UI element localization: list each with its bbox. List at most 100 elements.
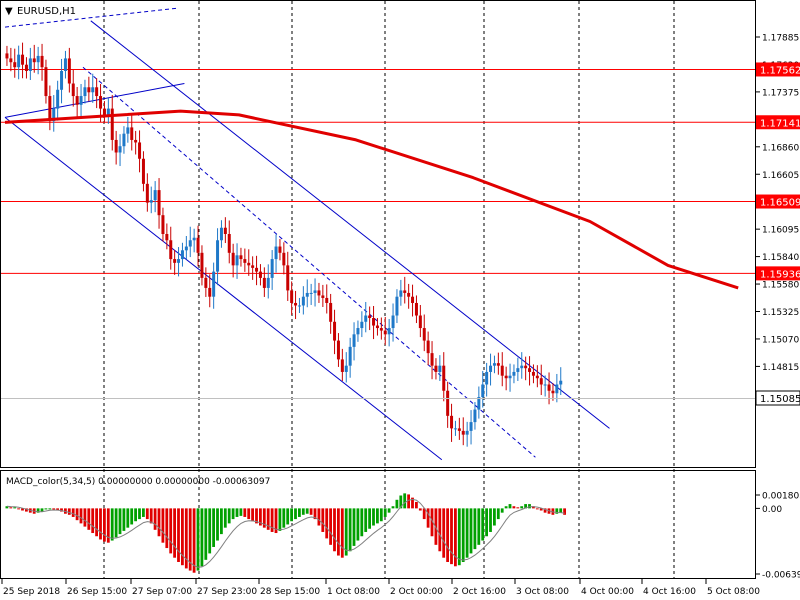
candle-68 [270, 250, 274, 290]
main-panel-frame [0, 0, 756, 468]
candle-body-31 [126, 127, 130, 134]
candle-35 [141, 151, 145, 192]
candle-80 [317, 282, 321, 303]
candle-9 [40, 43, 44, 81]
candle-27 [110, 95, 114, 151]
macd-bar-141 [555, 508, 559, 514]
candle-body-94 [372, 318, 376, 326]
macd-bar-50 [200, 508, 204, 567]
candle-126 [496, 352, 500, 375]
candle-3 [17, 45, 21, 80]
candle-134 [528, 356, 532, 386]
macd-bar-45 [181, 508, 184, 566]
macd-bar-127 [500, 508, 504, 513]
symbol-indicator[interactable]: ▼ [5, 6, 13, 17]
price-tick-label-0: 1.17885 [762, 34, 799, 44]
candle-body-139 [547, 384, 551, 391]
current-price-tag: 1.15085 [755, 390, 800, 406]
candle-body-112 [442, 365, 446, 391]
macd-bar-143 [563, 508, 566, 515]
candle-body-17 [71, 83, 75, 97]
candle-1 [9, 47, 13, 72]
candle-28 [114, 130, 118, 165]
candle-78 [309, 283, 313, 305]
candle-body-113 [446, 390, 450, 416]
macd-bar-116 [457, 508, 461, 566]
macd-bar-112 [442, 508, 446, 558]
candle-92 [364, 301, 368, 333]
macd-bar-23 [95, 508, 98, 537]
macd-bar-34 [138, 508, 141, 520]
candle-body-73 [290, 290, 294, 303]
candle-body-5 [24, 64, 28, 71]
candle-0 [5, 45, 9, 66]
candle-12 [52, 95, 56, 132]
macd-bar-64 [255, 508, 258, 524]
candle-body-89 [352, 334, 356, 347]
candle-body-22 [91, 87, 95, 93]
candle-18 [75, 87, 79, 117]
candle-body-83 [329, 302, 333, 322]
candle-body-131 [516, 368, 520, 372]
price-tick-label-9: 1.15580 [762, 281, 799, 291]
candle-body-84 [333, 321, 337, 341]
macd-bar-136 [535, 508, 539, 510]
resistance-levels [0, 68, 755, 274]
candle-body-129 [508, 375, 512, 379]
candle-body-87 [344, 365, 348, 372]
candle-body-26 [106, 108, 110, 115]
macd-bar-97 [383, 508, 387, 517]
candle-body-25 [102, 108, 106, 115]
candle-body-16 [67, 58, 71, 84]
price-tick-label-4: 1.16860 [762, 143, 799, 153]
candle-body-136 [535, 375, 539, 379]
candle-body-58 [231, 252, 235, 266]
candle-63 [251, 256, 255, 280]
candle-50 [200, 245, 204, 286]
candle-37 [149, 186, 153, 214]
macd-histogram [5, 493, 566, 573]
candle-76 [301, 286, 305, 315]
price-tick-label-11: 1.15070 [762, 335, 799, 345]
candle-22 [91, 73, 95, 103]
candle-100 [395, 289, 399, 324]
macd-bar-129 [508, 504, 512, 509]
level-tag-1 [756, 115, 800, 130]
candle-90 [356, 320, 360, 342]
level-tag-0 [756, 62, 800, 77]
ma-line [4, 109, 739, 290]
candle-body-90 [356, 328, 360, 335]
macd-bar-117 [461, 508, 465, 562]
candle-body-99 [391, 315, 395, 329]
macd-bar-61 [243, 508, 247, 517]
candle-108 [426, 331, 430, 366]
macd-bar-19 [79, 508, 83, 524]
macd-bar-44 [177, 508, 180, 562]
candle-81 [321, 284, 325, 307]
candle-body-19 [79, 96, 83, 105]
candle-49 [196, 225, 200, 267]
candle-body-141 [555, 384, 559, 394]
candle-body-71 [282, 252, 286, 266]
candle-body-1 [9, 58, 13, 63]
candle-17 [71, 69, 75, 107]
candle-body-72 [286, 265, 290, 291]
candle-body-20 [83, 87, 87, 97]
time-label-3: 27 Sep 23:00 [197, 587, 257, 597]
candle-body-46 [184, 246, 188, 251]
macd-bar-42 [169, 508, 173, 554]
macd-bar-121 [477, 508, 481, 545]
candle-body-36 [145, 183, 149, 203]
channel-line-3 [90, 20, 610, 429]
candles [5, 42, 563, 447]
macd-bar-111 [438, 508, 442, 552]
candle-116 [457, 417, 461, 440]
candle-body-85 [336, 340, 340, 360]
candle-57 [227, 220, 231, 264]
candle-body-128 [504, 375, 508, 379]
macd-bar-57 [227, 508, 231, 524]
price-tick-label-7: 1.16095 [762, 226, 799, 236]
time-label-9: 4 Oct 00:00 [581, 587, 634, 597]
candle-87 [344, 352, 348, 383]
